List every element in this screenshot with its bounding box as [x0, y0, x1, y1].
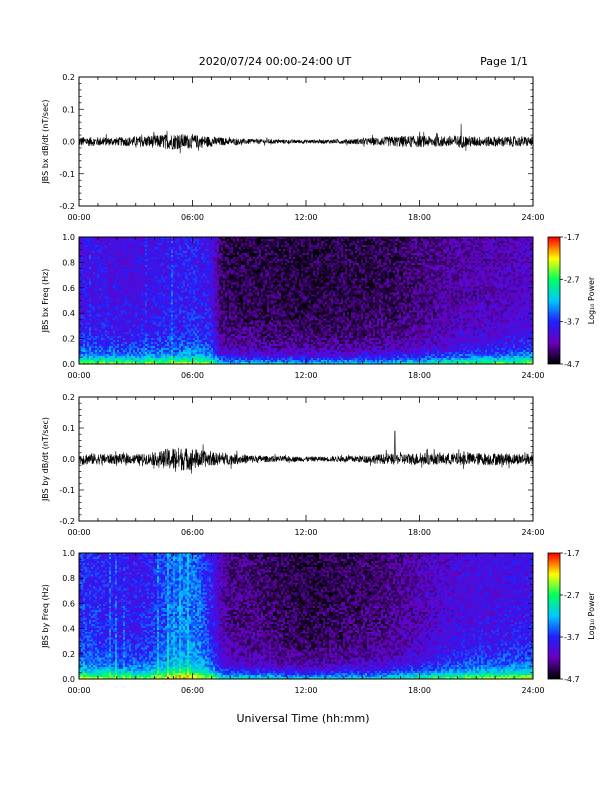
x-tick-label: 24:00	[521, 213, 544, 222]
y-axis-label: JBS bx Freq (Hz)	[41, 269, 50, 334]
colorbar-tick-label: -1.7	[564, 233, 580, 242]
colorbar-tick-label: -4.7	[564, 360, 580, 369]
colorbar-frame	[547, 236, 561, 365]
x-tick-label: 00:00	[67, 528, 90, 537]
y-tick-label: 0.2	[62, 73, 75, 82]
x-tick-label: 24:00	[521, 371, 544, 380]
y-tick-label: 0.8	[62, 258, 75, 267]
panel-3: 0.2 0.1 0.0 -0.1 -0.2 00:00 06:00 12:00 18:00 24:…	[41, 393, 545, 537]
y-tick-label: 0.2	[62, 650, 75, 659]
series-line	[78, 430, 534, 474]
y-tick-label: 1.0	[62, 549, 75, 558]
y-axis-label: JBS by dB/dt (nT/sec)	[41, 417, 50, 502]
x-tick-label: 06:00	[181, 528, 204, 537]
y-axis-label: JBS bx dB/dt (nT/sec)	[41, 99, 50, 184]
colorbar-tick-label: -4.7	[564, 675, 580, 684]
panel-1: 0.2 0.1 0.0 -0.1 -0.2 00:00 06:00 12:00 18:00 24:…	[41, 73, 545, 222]
plot-frame	[78, 396, 534, 522]
colorbar-label: Log₁₀ Power	[587, 276, 596, 324]
x-tick-label: 06:00	[181, 686, 204, 695]
y-tick-label: -0.1	[59, 170, 75, 179]
y-tick-label: 0.0	[62, 138, 75, 147]
x-tick-label: 18:00	[408, 528, 431, 537]
x-tick-label: 12:00	[294, 528, 317, 537]
x-tick-label: 00:00	[67, 371, 90, 380]
panel-4: -1.7 -2.7 -3.7 -4.7 Log₁₀ Power 1.0 0.8 0.6 0.4 0…	[41, 549, 596, 695]
panel-2: -1.7 -2.7 -3.7 -4.7 Log₁₀ Power 1.0 0.8 0.6 0.4 0…	[41, 233, 596, 380]
x-tick-label: 24:00	[521, 528, 544, 537]
spectrogram	[79, 553, 533, 679]
y-tick-label: 0.0	[62, 360, 75, 369]
x-tick-label: 12:00	[294, 686, 317, 695]
y-tick-label: 0.8	[62, 574, 75, 583]
x-tick-label: 00:00	[67, 686, 90, 695]
spectrogram	[79, 237, 533, 364]
colorbar-frame	[547, 552, 561, 680]
x-tick-label: 06:00	[181, 371, 204, 380]
x-tick-label: 00:00	[67, 213, 90, 222]
y-tick-label: -0.2	[59, 517, 75, 526]
x-tick-label: 18:00	[408, 371, 431, 380]
y-tick-label: 0.2	[62, 393, 75, 402]
y-tick-label: 0.2	[62, 335, 75, 344]
y-axis-label: JBS by Freq (Hz)	[41, 584, 50, 649]
y-tick-label: 1.0	[62, 233, 75, 242]
y-tick-label: 0.6	[62, 599, 75, 608]
x-tick-label: 24:00	[521, 686, 544, 695]
colorbar-tick-label: -3.7	[564, 318, 580, 327]
x-tick-label: 12:00	[294, 213, 317, 222]
colorbar-tick-label: -3.7	[564, 633, 580, 642]
y-tick-label: 0.1	[62, 424, 75, 433]
x-axis-label: Universal Time (hh:mm)	[237, 712, 370, 725]
x-tick-label: 06:00	[181, 213, 204, 222]
page-number: Page 1/1	[480, 55, 528, 68]
page-title: 2020/07/24 00:00-24:00 UT	[199, 55, 352, 68]
colorbar	[548, 553, 560, 679]
y-tick-label: -0.2	[59, 202, 75, 211]
colorbar-label: Log₁₀ Power	[587, 592, 596, 640]
y-tick-label: -0.1	[59, 486, 75, 495]
y-tick-label: 0.0	[62, 675, 75, 684]
x-tick-label: 12:00	[294, 371, 317, 380]
x-tick-label: 18:00	[408, 213, 431, 222]
y-tick-label: 0.0	[62, 455, 75, 464]
y-tick-label: 0.6	[62, 284, 75, 293]
colorbar-tick-label: -1.7	[564, 549, 580, 558]
y-tick-label: 0.4	[62, 309, 75, 318]
colorbar-tick-label: -2.7	[564, 591, 580, 600]
series-line	[78, 123, 534, 154]
y-tick-label: 0.4	[62, 625, 75, 634]
y-tick-label: 0.1	[62, 105, 75, 114]
colorbar	[548, 237, 560, 364]
colorbar-tick-label: -2.7	[564, 275, 580, 284]
x-tick-label: 18:00	[408, 686, 431, 695]
